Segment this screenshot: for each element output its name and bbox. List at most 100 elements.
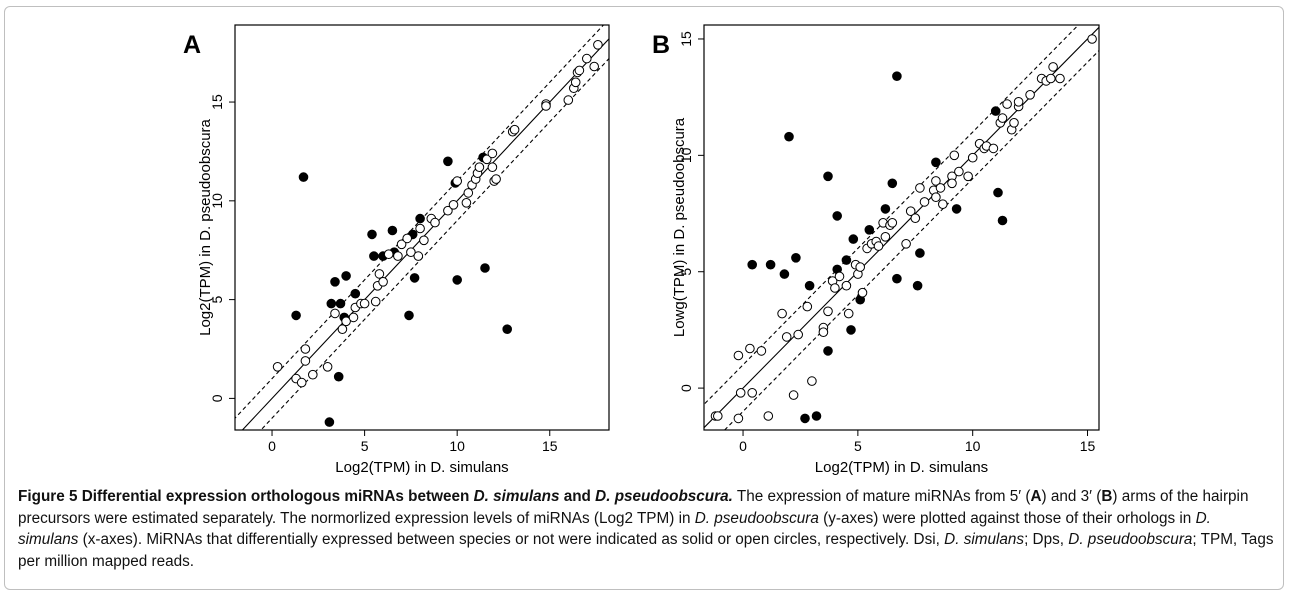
open-point bbox=[348, 312, 359, 323]
x-tick-label: 15 bbox=[542, 438, 558, 454]
solid-point bbox=[784, 131, 794, 142]
solid-point bbox=[892, 71, 902, 81]
solid-point bbox=[800, 413, 810, 424]
open-point bbox=[582, 53, 592, 64]
open-point bbox=[491, 174, 501, 184]
scatter-plot-a: 0 5 10 15 0 5 10 15 Log2(TPM) in D. simulans Log2… bbox=[183, 24, 610, 476]
solid-point bbox=[990, 106, 1001, 116]
open-point bbox=[793, 329, 804, 340]
solid-point bbox=[832, 211, 843, 221]
solid-point bbox=[480, 263, 490, 273]
panel-letter: B bbox=[652, 31, 670, 59]
open-point bbox=[938, 199, 948, 209]
y-tick-label: 5 bbox=[209, 296, 225, 304]
open-point bbox=[733, 413, 744, 424]
open-point bbox=[402, 233, 413, 244]
solid-point bbox=[892, 273, 902, 284]
caption-body: The expression of mature miRNAs from 5′ … bbox=[18, 488, 1274, 570]
y-tick-label: 0 bbox=[209, 394, 225, 402]
solid-point bbox=[333, 371, 344, 382]
open-point bbox=[374, 269, 385, 279]
solid-point bbox=[452, 275, 463, 285]
differential-points bbox=[747, 71, 1008, 424]
open-point bbox=[910, 213, 921, 223]
x-tick-label: 5 bbox=[854, 438, 862, 454]
solid-point bbox=[341, 271, 351, 281]
open-point bbox=[733, 350, 744, 361]
open-point bbox=[487, 148, 498, 159]
open-point bbox=[949, 150, 960, 161]
solid-point bbox=[811, 411, 822, 421]
caption-figure-number: Figure 5 bbox=[18, 488, 78, 505]
caption-title: Differential expression orthologous miRN… bbox=[81, 488, 733, 505]
open-point bbox=[841, 280, 852, 291]
y-tick-label: 10 bbox=[678, 147, 694, 163]
open-point bbox=[413, 251, 424, 261]
open-point bbox=[300, 344, 311, 354]
open-point bbox=[745, 343, 755, 354]
y-tick-label: 0 bbox=[678, 384, 694, 392]
open-point bbox=[415, 223, 425, 234]
open-point bbox=[452, 176, 463, 186]
solid-point bbox=[409, 273, 420, 283]
solid-point bbox=[502, 324, 513, 335]
open-point bbox=[855, 262, 866, 272]
solid-point bbox=[369, 251, 379, 261]
solid-point bbox=[841, 255, 852, 265]
y-tick-label: 15 bbox=[678, 31, 694, 47]
open-point bbox=[1009, 118, 1019, 128]
solid-point bbox=[846, 325, 856, 335]
solid-point bbox=[387, 225, 398, 236]
open-point bbox=[931, 192, 941, 202]
open-point bbox=[589, 61, 600, 72]
y-axis-label: Lowg(TPM) in D. pseudoobscura bbox=[671, 117, 688, 337]
open-point bbox=[963, 171, 973, 182]
open-point bbox=[337, 324, 348, 335]
solid-point bbox=[367, 229, 377, 240]
open-point bbox=[1013, 97, 1024, 107]
open-point bbox=[857, 287, 868, 298]
solid-point bbox=[823, 171, 833, 182]
open-point bbox=[935, 183, 946, 193]
open-point bbox=[308, 369, 318, 380]
open-point bbox=[818, 327, 829, 338]
figure-frame bbox=[4, 6, 1284, 590]
solid-point bbox=[335, 298, 346, 309]
open-point bbox=[378, 277, 388, 287]
solid-point bbox=[779, 269, 790, 279]
open-point bbox=[763, 411, 774, 421]
open-point bbox=[474, 162, 485, 172]
open-point bbox=[830, 283, 840, 293]
solid-point bbox=[997, 215, 1008, 226]
open-point bbox=[1048, 62, 1058, 72]
open-point bbox=[997, 113, 1008, 123]
open-point bbox=[570, 77, 581, 88]
open-point bbox=[406, 247, 416, 257]
open-point bbox=[834, 271, 845, 282]
solid-point bbox=[864, 225, 875, 235]
open-point bbox=[396, 239, 407, 250]
solid-point bbox=[804, 280, 815, 291]
solid-point bbox=[848, 234, 859, 244]
open-point bbox=[359, 298, 370, 309]
open-point bbox=[931, 176, 941, 186]
x-axis-label: Log2(TPM) in D. simulans bbox=[335, 459, 508, 476]
plot-frame bbox=[703, 24, 1100, 431]
y-axis-label: Log2(TPM) in D. pseudoobscura bbox=[197, 118, 214, 335]
solid-point bbox=[791, 252, 801, 263]
open-point bbox=[1002, 99, 1012, 109]
open-point bbox=[735, 388, 746, 398]
open-point bbox=[430, 217, 440, 228]
open-point bbox=[272, 362, 283, 372]
solid-point bbox=[887, 178, 898, 189]
open-point bbox=[905, 206, 916, 216]
solid-point bbox=[291, 310, 301, 321]
open-point bbox=[919, 197, 930, 207]
open-point bbox=[802, 301, 813, 312]
open-point bbox=[393, 251, 403, 261]
open-point bbox=[1087, 34, 1097, 44]
identity-line bbox=[704, 26, 1099, 429]
open-point bbox=[873, 241, 884, 251]
non-differential-points bbox=[710, 34, 1097, 424]
solid-point bbox=[330, 277, 340, 287]
